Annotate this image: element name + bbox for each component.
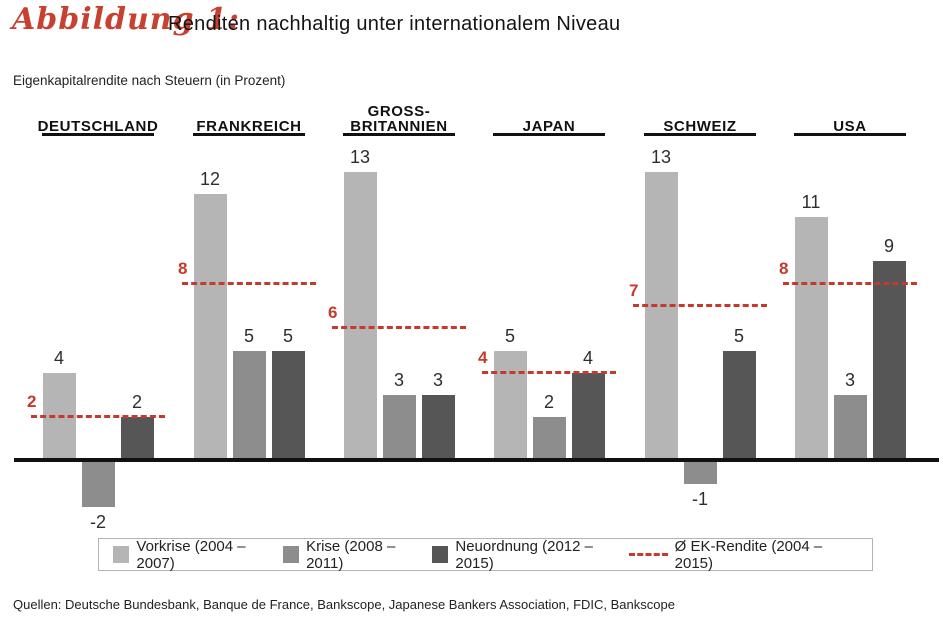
figure-subtitle: Eigenkapitalrendite nach Steuern (in Pro… [13,73,286,88]
column-header-usa: USA [833,118,867,135]
column-header-frankreich: FRANKREICH [196,118,302,135]
average-dashed-line [482,370,616,374]
bar-vorkrise [493,350,527,462]
bar-vorkrise [794,216,828,462]
bar-neuordnung [421,395,455,462]
bar-krise [232,350,266,462]
bar-value-label: 9 [883,236,894,257]
bar-value-label: 4 [53,347,64,368]
bar-value-label: 13 [650,147,672,168]
bar-value-label: 5 [243,325,254,346]
legend-item-label: Neuordnung (2012 – 2015) [455,537,593,572]
legend-item-label: Vorkrise (2004 – 2007) [136,537,246,572]
bar-vorkrise [644,172,678,462]
bar-value-label: -2 [89,511,106,532]
average-value-label: 4 [478,347,488,367]
legend-item: Neuordnung (2012 – 2015) [431,537,629,572]
legend-item: Krise (2008 – 2011) [282,537,432,572]
average-dashed-line [633,303,767,307]
bar-value-label: 4 [582,347,593,368]
legend-item-label: Krise (2008 – 2011) [306,537,396,572]
bar-value-label: 5 [282,325,293,346]
bar-value-label: 3 [844,370,855,391]
bar-value-label: 5 [733,325,744,346]
average-dashed-line [31,415,165,419]
column-header-schweiz: SCHWEIZ [663,118,737,135]
figure-number-label: Abbildung 1: [12,2,240,37]
average-value-label: 2 [27,392,37,412]
bar-value-label: -1 [691,489,708,510]
column-header-underline [42,133,154,136]
column-header-deutschland: DEUTSCHLAND [37,118,159,135]
zero-axis-line [14,458,939,462]
legend-item: Vorkrise (2004 – 2007) [113,538,283,572]
column-header-underline [193,133,305,136]
bar-value-label: 2 [543,392,554,413]
legend-color-swatch [113,546,130,563]
average-value-label: 8 [178,258,188,278]
legend-color-swatch [282,546,300,563]
bar-vorkrise [343,172,377,462]
column-header-underline [493,133,605,136]
column-header-underline [644,133,756,136]
bar-neuordnung [722,350,756,462]
bar-krise [81,462,115,507]
average-value-label: 8 [779,258,789,278]
bar-krise [683,462,717,485]
column-header-underline [794,133,906,136]
bar-krise [532,417,566,462]
bar-value-label: 12 [199,169,221,190]
column-header-grossbritannien: GROSS- BRITANNIEN [350,103,448,135]
bar-value-label: 3 [393,370,404,391]
sources-line: Quellen: Deutsche Bundesbank, Banque de … [13,597,675,612]
bar-neuordnung [271,350,305,462]
legend-color-swatch [431,546,449,563]
average-value-label: 6 [328,303,338,323]
bar-krise [833,395,867,462]
legend-item: Ø EK-Rendite (2004 – 2015) [629,538,858,572]
column-header-japan: JAPAN [522,118,576,135]
legend: Vorkrise (2004 – 2007) Krise (2008 – 2011… [98,537,873,572]
bar-vorkrise [193,194,227,462]
column-header-underline [343,133,455,136]
bar-value-label: 13 [349,147,371,168]
average-dashed-line [182,281,316,285]
legend-item-label: Ø EK-Rendite (2004 – 2015) [674,537,823,572]
average-value-label: 7 [629,280,639,300]
bar-value-label: 5 [504,325,515,346]
figure-title: Renditen nachhaltig unter internationale… [168,13,621,35]
bar-neuordnung [120,417,154,462]
legend-dashed-line-icon [629,553,668,556]
bar-neuordnung [571,372,605,462]
bar-value-label: 3 [432,370,443,391]
bar-value-label: 11 [801,191,821,212]
bar-krise [382,395,416,462]
bar-value-label: 2 [131,392,142,413]
average-dashed-line [783,281,917,285]
bar-neuordnung [872,261,906,462]
average-dashed-line [332,326,466,330]
